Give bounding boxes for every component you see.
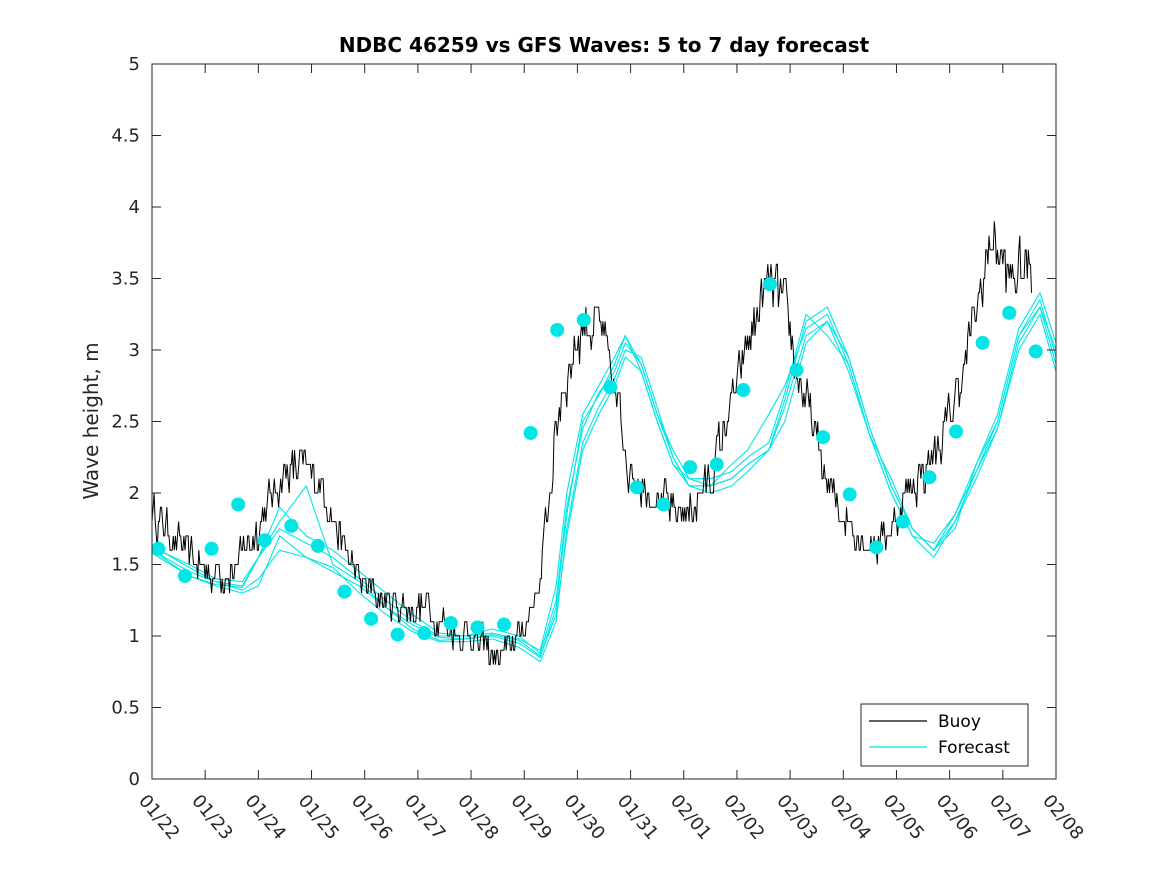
forecast-marker: [683, 460, 698, 475]
legend-buoy-label: Buoy: [938, 712, 981, 732]
y-tick-label: 3.5: [111, 269, 140, 290]
forecast-marker: [470, 620, 485, 635]
legend-box: [860, 703, 1029, 767]
forecast-marker: [550, 322, 565, 337]
y-tick-label: 2.5: [111, 412, 140, 433]
forecast-marker: [789, 363, 804, 378]
y-tick-label: 5: [129, 54, 140, 75]
series-layer: [152, 221, 1056, 666]
forecast-marker: [364, 611, 379, 626]
buoy-line: [152, 221, 1032, 666]
y-tick-label: 0: [129, 769, 140, 790]
forecast-marker: [523, 425, 538, 440]
forecast-marker: [949, 424, 964, 439]
forecast-marker-layer: [151, 277, 1043, 642]
forecast-marker: [842, 487, 857, 502]
y-tick-label: 0.5: [111, 698, 140, 719]
forecast-marker: [603, 380, 618, 395]
y-tick-label: 1.5: [111, 555, 140, 576]
forecast-marker: [177, 568, 192, 583]
y-tick-label: 3: [129, 340, 140, 361]
forecast-marker: [736, 383, 751, 398]
forecast-marker: [497, 617, 512, 632]
y-tick-label: 4.5: [111, 126, 140, 147]
forecast-marker: [337, 584, 352, 599]
forecast-marker: [151, 541, 166, 556]
forecast-line-4: [152, 312, 1056, 659]
forecast-marker: [762, 277, 777, 292]
forecast-marker: [310, 538, 325, 553]
y-axis: 0 0.5 1 1.5 2 2.5 3 3.5 4 4.5 5: [111, 54, 1056, 790]
forecast-marker: [816, 430, 831, 445]
forecast-marker: [1028, 344, 1043, 359]
forecast-marker: [257, 533, 272, 548]
forecast-marker: [231, 497, 246, 512]
forecast-marker: [204, 541, 219, 556]
forecast-marker: [629, 480, 644, 495]
forecast-marker: [869, 540, 884, 555]
forecast-marker: [1002, 305, 1017, 320]
forecast-marker: [975, 335, 990, 350]
forecast-marker: [709, 457, 724, 472]
forecast-marker: [417, 626, 432, 641]
forecast-marker: [284, 518, 299, 533]
y-tick-label: 4: [129, 197, 140, 218]
y-tick-label: 1: [129, 626, 140, 647]
legend-forecast-label: Forecast: [938, 738, 1010, 758]
forecast-marker: [656, 497, 671, 512]
forecast-marker: [576, 312, 591, 327]
forecast-marker: [443, 616, 458, 631]
forecast-marker: [390, 627, 405, 642]
forecast-marker: [895, 514, 910, 529]
chart-title: NDBC 46259 vs GFS Waves: 5 to 7 day fore…: [339, 33, 870, 57]
forecast-marker: [922, 470, 937, 485]
y-tick-label: 2: [129, 483, 140, 504]
legend: Buoy Forecast: [860, 703, 1029, 767]
y-axis-label: Wave height, m: [79, 342, 103, 499]
